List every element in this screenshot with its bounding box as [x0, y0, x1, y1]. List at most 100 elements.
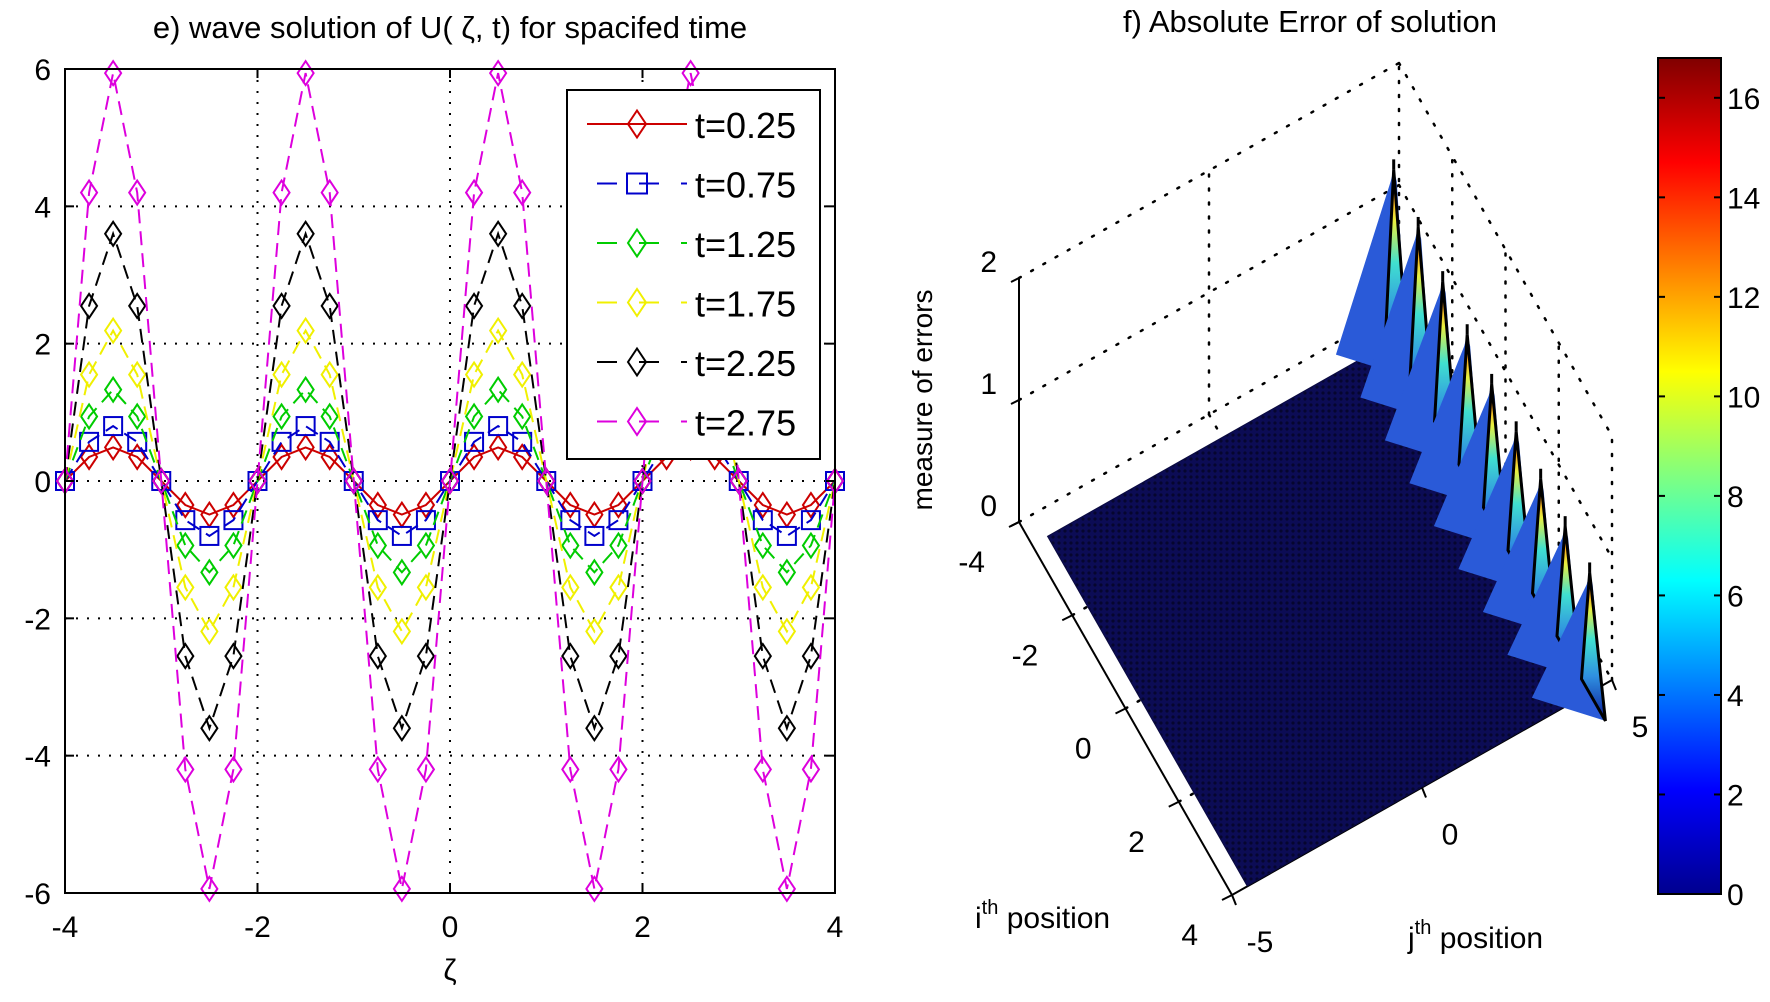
y-tick-label: -4	[24, 741, 51, 774]
x-tick-label: -2	[244, 911, 271, 944]
z-tick-mark	[1010, 399, 1020, 405]
i-axis-label-rest: position	[998, 902, 1110, 935]
data-point	[272, 178, 291, 207]
data-point	[416, 755, 436, 784]
3d-ticks: 0 1 2 -4 -2 0 2 4 -5 0 5	[958, 246, 1648, 959]
data-point	[176, 531, 195, 560]
data-point	[561, 573, 580, 602]
data-point	[200, 875, 219, 903]
legend-item: t=1.75	[587, 284, 796, 325]
data-point	[561, 755, 580, 784]
data-point	[609, 573, 628, 602]
y-tick-label: 4	[34, 191, 51, 224]
j-tick-label: -5	[1247, 926, 1274, 959]
data-point	[319, 431, 340, 452]
i-tick-mark	[1168, 800, 1180, 808]
z-tick-label: 2	[980, 246, 997, 279]
x-tick-label: 0	[442, 911, 459, 944]
data-point	[391, 525, 412, 546]
data-point	[296, 219, 315, 248]
data-point	[320, 360, 339, 389]
j-axis-label-rest: position	[1431, 922, 1543, 955]
data-point	[512, 360, 532, 389]
data-point	[272, 402, 291, 431]
data-point	[561, 642, 580, 670]
data-point	[801, 642, 821, 670]
data-point	[79, 431, 100, 452]
x-tick-label: -4	[52, 911, 79, 944]
data-point	[344, 467, 363, 495]
colorbar-tick-label: 0	[1727, 879, 1744, 912]
data-point	[440, 467, 460, 495]
data-point	[585, 875, 604, 903]
data-point	[561, 531, 580, 560]
legend-label: t=2.25	[695, 343, 796, 384]
legend-label: t=0.75	[695, 165, 796, 206]
data-point	[224, 642, 243, 670]
data-point	[176, 573, 195, 602]
colorbar-tick-label: 14	[1727, 182, 1760, 215]
data-point	[777, 714, 797, 743]
legend-item: t=2.25	[587, 343, 796, 384]
back-wall-edge	[1017, 305, 1401, 524]
data-point	[488, 219, 508, 248]
data-point	[79, 443, 99, 471]
i-tick-label: -2	[1012, 639, 1039, 672]
data-point	[512, 443, 532, 471]
data-point	[777, 558, 797, 587]
data-point	[776, 525, 797, 546]
grid-line-z	[1397, 183, 1614, 560]
data-point	[392, 714, 412, 743]
j-axis-label-base: j	[1407, 922, 1415, 955]
data-point	[296, 316, 315, 345]
z-tick-label: 1	[980, 368, 997, 401]
data-point	[200, 714, 219, 743]
data-point	[488, 316, 508, 345]
data-point	[512, 292, 532, 320]
x-tick-label: 4	[827, 911, 844, 944]
colorbar-tick-label: 10	[1727, 381, 1760, 414]
legend-marker	[626, 227, 648, 259]
data-point	[79, 402, 99, 431]
data-point	[296, 375, 315, 404]
data-point	[320, 178, 339, 207]
data-point	[753, 573, 773, 602]
wave-solution-chart: e) wave solution of U( ζ, t) for spacife…	[24, 10, 845, 987]
x-tick-label: 2	[634, 911, 651, 944]
legend-marker	[626, 406, 648, 437]
data-point	[801, 573, 821, 602]
data-point	[585, 617, 604, 646]
data-point	[561, 491, 580, 519]
colorbar-tick-label: 6	[1727, 580, 1744, 613]
data-point	[79, 292, 99, 320]
data-point	[609, 531, 628, 560]
grid-line-z	[1017, 183, 1401, 402]
legend-item: t=0.25	[587, 105, 796, 146]
j-tick-label: 5	[1632, 711, 1649, 744]
j-tick-mark	[1231, 894, 1237, 906]
data-point	[103, 416, 124, 437]
data-point	[488, 433, 508, 462]
i-axis-label-sup: th	[982, 897, 999, 919]
legend-item: t=2.75	[587, 403, 796, 444]
data-point	[200, 617, 219, 646]
error-peaks	[1335, 159, 1607, 722]
j-axis-label: jth position	[1407, 917, 1543, 955]
data-point	[127, 443, 147, 471]
data-point	[392, 558, 412, 587]
colorbar-tick-label: 8	[1727, 481, 1744, 514]
j-tick-mark	[1421, 787, 1427, 798]
data-point	[320, 292, 339, 320]
data-point	[320, 443, 339, 471]
colorbar-tick-label: 2	[1727, 779, 1744, 812]
j-axis-label-sup: th	[1415, 917, 1432, 939]
data-point	[801, 491, 821, 519]
data-point	[585, 714, 604, 743]
z-tick-mark	[1010, 277, 1020, 283]
data-point	[609, 755, 628, 784]
error-peak	[1531, 562, 1607, 722]
data-point	[753, 531, 773, 560]
i-tick-mark	[1221, 894, 1233, 901]
